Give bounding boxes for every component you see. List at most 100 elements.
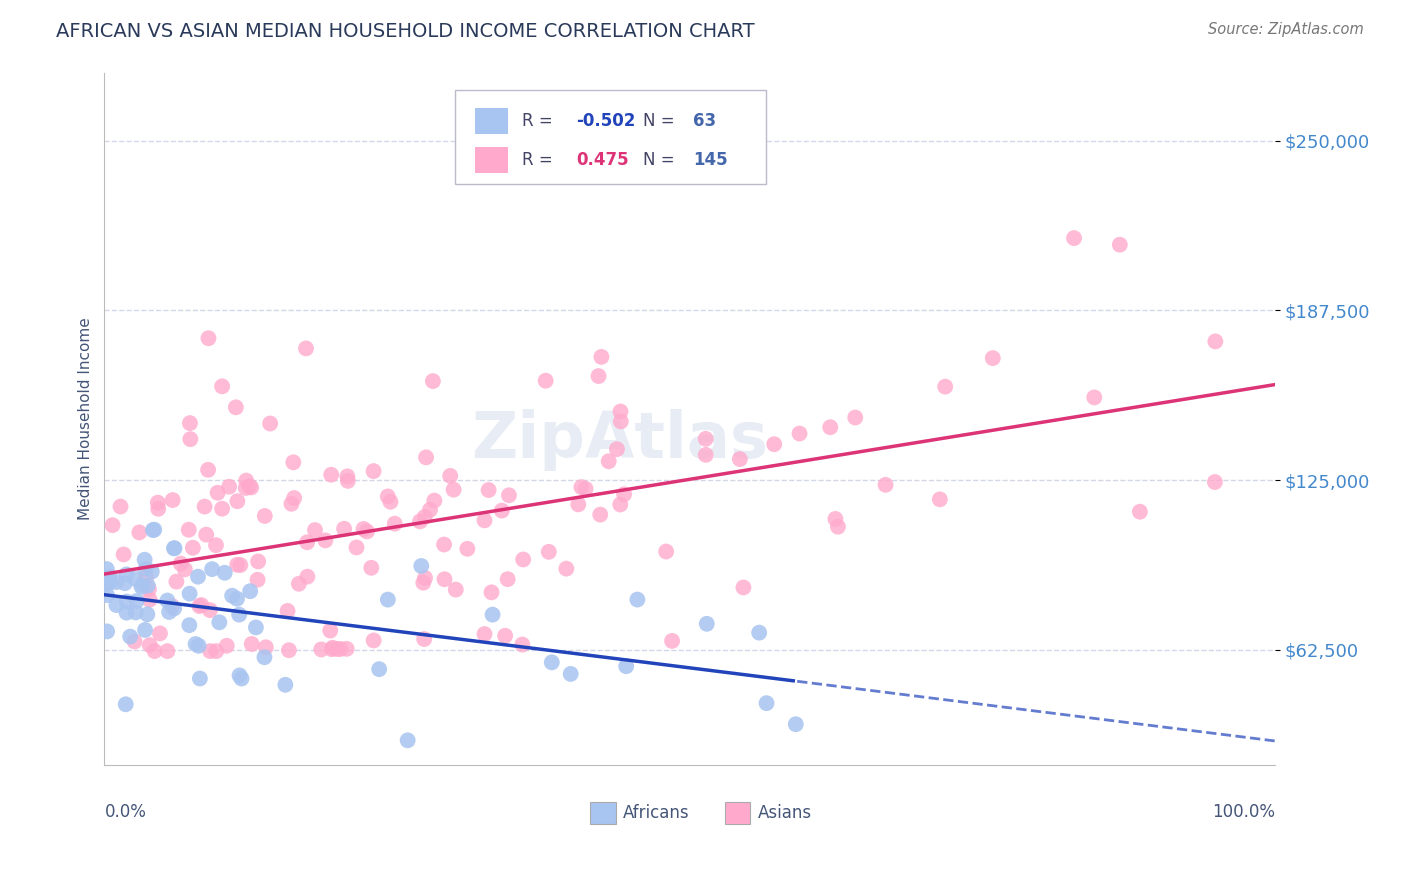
- Point: [165, 574, 187, 589]
- Point: [239, 584, 262, 599]
- Point: [321, 467, 343, 482]
- Point: [412, 575, 434, 590]
- Point: [163, 541, 186, 556]
- Point: [1083, 391, 1105, 405]
- Y-axis label: Median Household Income: Median Household Income: [79, 318, 93, 520]
- Point: [246, 573, 269, 587]
- Point: [135, 562, 157, 576]
- Point: [377, 490, 399, 504]
- Point: [824, 512, 846, 526]
- Point: [433, 537, 456, 551]
- Point: [142, 523, 165, 537]
- Point: [226, 494, 249, 508]
- Point: [229, 558, 252, 572]
- Point: [295, 535, 318, 549]
- Point: [135, 570, 157, 584]
- Point: [156, 644, 179, 658]
- Bar: [724, 802, 751, 824]
- Point: [494, 629, 516, 643]
- Point: [311, 642, 333, 657]
- Point: [115, 567, 138, 582]
- Point: [240, 637, 263, 651]
- Point: [928, 492, 950, 507]
- Point: [695, 432, 717, 446]
- Point: [208, 615, 231, 630]
- Text: N =: N =: [643, 151, 675, 169]
- Point: [626, 592, 648, 607]
- Point: [481, 607, 503, 622]
- Point: [733, 581, 755, 595]
- Point: [218, 480, 240, 494]
- Point: [188, 672, 211, 686]
- Point: [136, 578, 159, 592]
- Point: [98, 575, 121, 590]
- Point: [304, 523, 326, 537]
- FancyBboxPatch shape: [456, 90, 766, 184]
- Text: -0.502: -0.502: [576, 112, 636, 129]
- Point: [589, 508, 612, 522]
- Point: [138, 582, 160, 597]
- Point: [215, 639, 238, 653]
- Point: [474, 513, 496, 527]
- Point: [188, 599, 211, 613]
- Bar: [591, 802, 616, 824]
- Point: [456, 541, 478, 556]
- Point: [336, 474, 359, 488]
- Point: [114, 698, 136, 712]
- Point: [606, 442, 628, 457]
- Bar: [475, 108, 508, 134]
- Point: [179, 432, 201, 446]
- Point: [179, 587, 201, 601]
- Point: [228, 607, 250, 622]
- Point: [195, 527, 218, 541]
- Point: [283, 455, 305, 469]
- Point: [534, 374, 557, 388]
- Point: [934, 379, 956, 393]
- Point: [139, 638, 162, 652]
- Point: [763, 437, 786, 451]
- Point: [419, 503, 441, 517]
- Point: [755, 696, 778, 710]
- Point: [163, 541, 186, 556]
- Point: [368, 662, 391, 676]
- Point: [481, 585, 503, 599]
- Point: [560, 667, 582, 681]
- Point: [356, 524, 378, 539]
- Point: [254, 640, 277, 655]
- Point: [201, 562, 224, 576]
- Point: [277, 604, 299, 618]
- Point: [363, 633, 385, 648]
- Point: [661, 633, 683, 648]
- Point: [225, 401, 247, 415]
- Point: [221, 589, 243, 603]
- Point: [259, 417, 281, 431]
- Point: [609, 404, 631, 418]
- Point: [205, 644, 228, 658]
- Point: [156, 593, 179, 607]
- Point: [115, 594, 138, 608]
- Point: [1204, 475, 1226, 489]
- Point: [433, 572, 456, 586]
- Point: [329, 642, 352, 657]
- Point: [278, 643, 301, 657]
- Point: [439, 468, 461, 483]
- Point: [124, 572, 146, 586]
- Point: [214, 566, 236, 580]
- Point: [314, 533, 336, 548]
- Point: [226, 591, 249, 606]
- Point: [231, 672, 253, 686]
- Point: [820, 420, 842, 434]
- Point: [443, 483, 465, 497]
- Point: [128, 525, 150, 540]
- Point: [413, 632, 436, 646]
- Point: [179, 618, 201, 632]
- Text: 63: 63: [693, 112, 716, 129]
- Point: [173, 562, 195, 576]
- Point: [138, 592, 160, 607]
- Point: [696, 616, 718, 631]
- Point: [226, 558, 249, 572]
- Point: [591, 350, 613, 364]
- Point: [540, 656, 562, 670]
- Point: [346, 541, 368, 555]
- Point: [96, 577, 118, 591]
